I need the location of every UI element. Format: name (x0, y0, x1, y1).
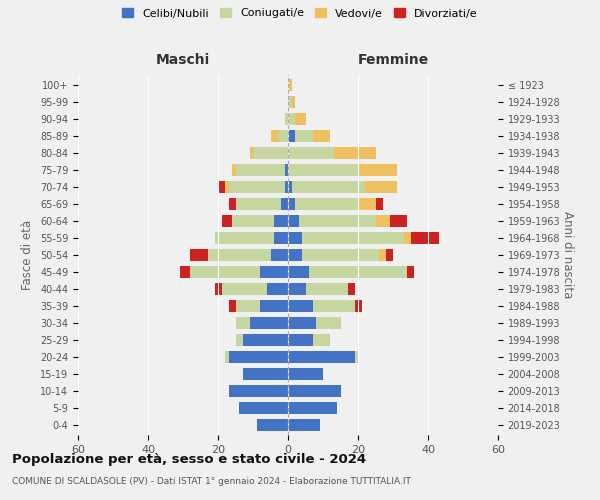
Bar (229, 198, 235, 210)
Bar (190, 249, 208, 261)
Y-axis label: Anni di nascita: Anni di nascita (562, 212, 574, 298)
Bar (284, 181, 288, 193)
Bar (277, 130, 288, 142)
Bar (218, 181, 225, 193)
Bar (235, 164, 284, 176)
Bar (295, 130, 313, 142)
Bar (313, 334, 330, 346)
Bar (295, 198, 358, 210)
Bar (288, 334, 313, 346)
Bar (316, 317, 341, 329)
Bar (179, 266, 190, 278)
Bar (239, 402, 288, 414)
Text: COMUNE DI SCALDASOLE (PV) - Dati ISTAT 1° gennaio 2024 - Elaborazione TUTTITALIA: COMUNE DI SCALDASOLE (PV) - Dati ISTAT 1… (12, 478, 411, 486)
Bar (271, 130, 277, 142)
Bar (288, 113, 295, 126)
Bar (260, 300, 288, 312)
Bar (288, 147, 334, 159)
Bar (229, 351, 288, 363)
Bar (292, 181, 365, 193)
Bar (295, 113, 305, 126)
Bar (221, 283, 267, 295)
Bar (232, 164, 235, 176)
Bar (365, 181, 397, 193)
Bar (190, 266, 260, 278)
Bar (215, 232, 274, 244)
Bar (235, 300, 260, 312)
Bar (347, 283, 355, 295)
Bar (334, 147, 376, 159)
Bar (215, 283, 221, 295)
Bar (288, 232, 302, 244)
Bar (376, 215, 389, 227)
Text: Popolazione per età, sesso e stato civile - 2024: Popolazione per età, sesso e stato civil… (12, 452, 366, 466)
Bar (292, 96, 295, 108)
Bar (229, 181, 284, 193)
Bar (288, 266, 309, 278)
Bar (288, 79, 292, 92)
Bar (253, 147, 288, 159)
Bar (288, 384, 341, 397)
Bar (379, 249, 386, 261)
Bar (404, 232, 410, 244)
Bar (235, 198, 281, 210)
Bar (288, 164, 358, 176)
Bar (288, 96, 292, 108)
Bar (260, 266, 288, 278)
Bar (288, 215, 299, 227)
Bar (288, 249, 302, 261)
Bar (208, 249, 271, 261)
Bar (288, 418, 320, 431)
Bar (313, 300, 355, 312)
Bar (358, 164, 397, 176)
Bar (288, 402, 337, 414)
Bar (313, 130, 330, 142)
Bar (267, 283, 288, 295)
Bar (302, 232, 404, 244)
Bar (302, 249, 379, 261)
Bar (288, 198, 295, 210)
Bar (386, 249, 393, 261)
Bar (407, 266, 414, 278)
Bar (274, 215, 288, 227)
Bar (250, 317, 288, 329)
Bar (355, 351, 358, 363)
Bar (274, 232, 288, 244)
Bar (221, 215, 232, 227)
Bar (288, 130, 295, 142)
Bar (410, 232, 439, 244)
Bar (235, 334, 242, 346)
Bar (288, 283, 305, 295)
Bar (242, 334, 288, 346)
Bar (225, 181, 229, 193)
Bar (235, 317, 250, 329)
Bar (229, 300, 235, 312)
Bar (376, 198, 383, 210)
Bar (242, 368, 288, 380)
Text: Maschi: Maschi (156, 52, 210, 66)
Bar (288, 181, 292, 193)
Bar (355, 300, 361, 312)
Bar (309, 266, 407, 278)
Bar (284, 164, 288, 176)
Bar (299, 215, 376, 227)
Bar (358, 198, 376, 210)
Bar (271, 249, 288, 261)
Bar (288, 300, 313, 312)
Bar (288, 368, 323, 380)
Bar (225, 351, 229, 363)
Bar (284, 113, 288, 126)
Bar (257, 418, 288, 431)
Bar (288, 351, 355, 363)
Bar (305, 283, 347, 295)
Bar (250, 147, 253, 159)
Bar (389, 215, 407, 227)
Bar (232, 215, 274, 227)
Y-axis label: Fasce di età: Fasce di età (22, 220, 34, 290)
Bar (281, 198, 288, 210)
Text: Femmine: Femmine (358, 52, 428, 66)
Bar (229, 384, 288, 397)
Bar (288, 317, 316, 329)
Legend: Celibi/Nubili, Coniugati/e, Vedovi/e, Divorziati/e: Celibi/Nubili, Coniugati/e, Vedovi/e, Di… (122, 8, 478, 18)
